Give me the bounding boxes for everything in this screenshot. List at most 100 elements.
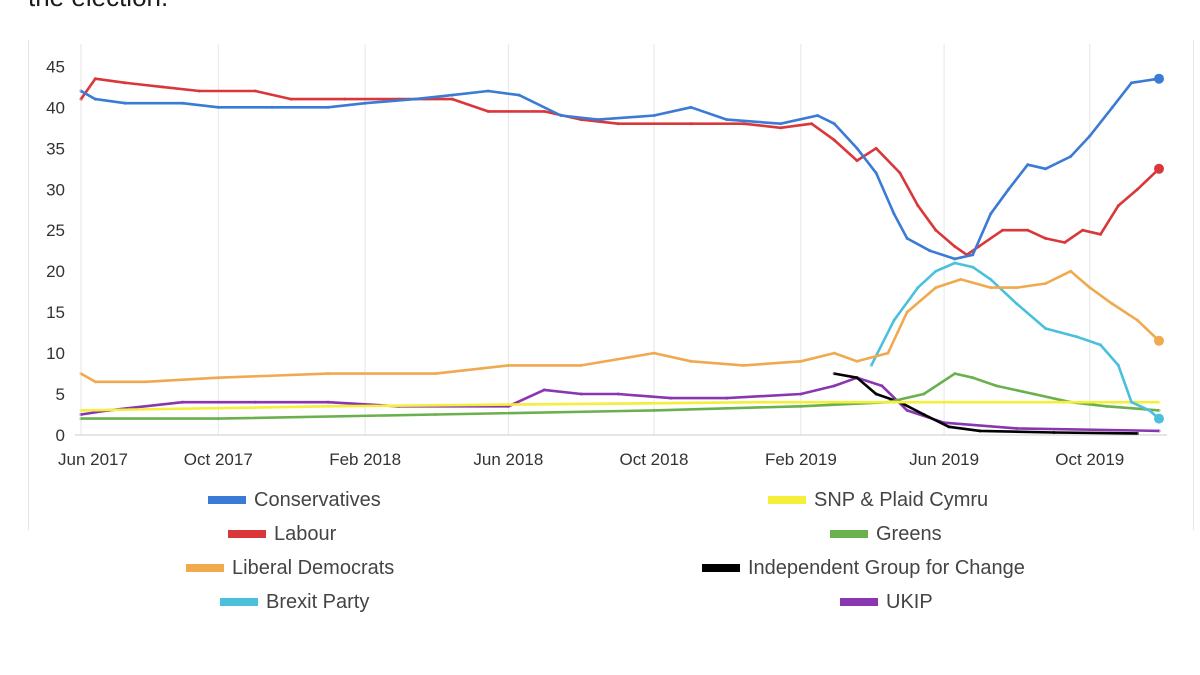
y-tick-label: 5 bbox=[56, 385, 65, 404]
data-point bbox=[616, 122, 620, 126]
data-point bbox=[1052, 430, 1056, 435]
legend-label: Labour bbox=[274, 522, 337, 545]
x-tick-label: Feb 2019 bbox=[765, 450, 837, 469]
data-point bbox=[1110, 302, 1114, 306]
data-point bbox=[832, 384, 836, 388]
data-point bbox=[450, 93, 454, 97]
data-point bbox=[905, 408, 909, 412]
data-point bbox=[216, 376, 220, 380]
data-point bbox=[542, 109, 546, 113]
data-point bbox=[995, 384, 999, 388]
data-point bbox=[1081, 228, 1085, 232]
data-point bbox=[559, 113, 563, 118]
data-point bbox=[413, 97, 417, 101]
data-point bbox=[1157, 408, 1161, 412]
legend-item: UKIP bbox=[840, 586, 933, 618]
data-point bbox=[916, 286, 920, 290]
data-point bbox=[832, 138, 836, 142]
legend-label: SNP & Plaid Cymru bbox=[814, 488, 989, 511]
legend-swatch bbox=[220, 598, 258, 606]
data-point bbox=[1135, 318, 1140, 322]
data-point bbox=[989, 277, 993, 281]
data-point bbox=[253, 89, 257, 93]
data-point bbox=[916, 204, 920, 208]
series-end-marker bbox=[1154, 413, 1164, 424]
data-point bbox=[1026, 163, 1030, 167]
data-point bbox=[216, 105, 220, 109]
data-point bbox=[1135, 431, 1140, 435]
data-point bbox=[1069, 269, 1073, 273]
data-point bbox=[434, 372, 438, 376]
legend-label: Conservatives bbox=[254, 488, 381, 511]
data-point bbox=[947, 425, 951, 429]
data-point bbox=[1069, 154, 1073, 159]
chart-legend: Conservatives Labour Liberal Democrats Brex… bbox=[28, 484, 1192, 624]
data-point bbox=[79, 89, 83, 93]
chart-canvas: Jun 2017 Oct 2017 Feb 2018 Jun 2018 Oct 2018… bbox=[46, 44, 1167, 469]
data-point bbox=[855, 376, 859, 380]
series-end-marker bbox=[1154, 335, 1164, 346]
data-point bbox=[971, 376, 975, 380]
x-tick-label: Oct 2019 bbox=[1055, 450, 1124, 469]
data-point bbox=[253, 400, 257, 404]
data-point bbox=[79, 408, 83, 412]
data-point bbox=[855, 359, 859, 363]
data-point bbox=[450, 97, 454, 101]
data-point bbox=[652, 113, 656, 118]
series-end-marker bbox=[1154, 163, 1164, 174]
data-point bbox=[725, 118, 729, 122]
legend-label: Greens bbox=[876, 522, 942, 545]
data-point bbox=[1157, 429, 1161, 433]
data-point bbox=[689, 122, 693, 126]
data-point bbox=[922, 392, 926, 396]
data-point bbox=[832, 372, 836, 376]
x-tick-label: Jun 2019 bbox=[909, 450, 979, 469]
data-point bbox=[1075, 335, 1079, 339]
data-point bbox=[180, 400, 185, 404]
series-line-1 bbox=[79, 77, 1160, 257]
data-point bbox=[93, 97, 97, 101]
y-tick-label: 30 bbox=[46, 180, 65, 199]
x-tick-label: Feb 2018 bbox=[329, 450, 401, 469]
data-point bbox=[123, 101, 127, 105]
poll-chart: Jun 2017 Oct 2017 Feb 2018 Jun 2018 Oct 2018… bbox=[28, 40, 1194, 530]
data-point bbox=[1129, 400, 1134, 404]
legend-item: Greens bbox=[830, 518, 942, 550]
legend-item: Liberal Democrats bbox=[186, 552, 394, 584]
data-point bbox=[160, 85, 164, 89]
data-point bbox=[652, 408, 656, 412]
data-point bbox=[652, 351, 656, 355]
data-point bbox=[1044, 236, 1048, 240]
data-point bbox=[1032, 392, 1036, 396]
data-point bbox=[1098, 343, 1103, 347]
data-point bbox=[93, 77, 97, 81]
data-point bbox=[669, 396, 673, 400]
data-point bbox=[922, 412, 926, 417]
data-point bbox=[725, 396, 729, 400]
x-tick-label: Oct 2018 bbox=[620, 450, 689, 469]
legend-label: Brexit Party bbox=[266, 590, 370, 613]
data-point bbox=[1104, 404, 1109, 408]
data-point bbox=[123, 81, 127, 85]
data-point bbox=[799, 392, 803, 396]
data-point bbox=[93, 380, 97, 384]
data-point bbox=[1147, 408, 1151, 412]
data-point bbox=[326, 404, 330, 408]
y-tick-label: 35 bbox=[46, 139, 65, 158]
data-point bbox=[779, 126, 783, 130]
data-point bbox=[79, 97, 83, 101]
data-point bbox=[270, 105, 274, 109]
data-point bbox=[326, 105, 330, 109]
data-point bbox=[1007, 187, 1011, 191]
data-point bbox=[343, 97, 347, 101]
data-point bbox=[855, 146, 859, 150]
data-point bbox=[892, 318, 896, 322]
data-point bbox=[596, 118, 600, 122]
data-point bbox=[953, 245, 957, 249]
data-point bbox=[689, 105, 693, 109]
data-point bbox=[816, 113, 820, 118]
data-point bbox=[689, 359, 693, 363]
data-point bbox=[1110, 105, 1114, 109]
legend-label: Independent Group for Change bbox=[748, 556, 1025, 579]
data-point bbox=[1088, 134, 1092, 138]
